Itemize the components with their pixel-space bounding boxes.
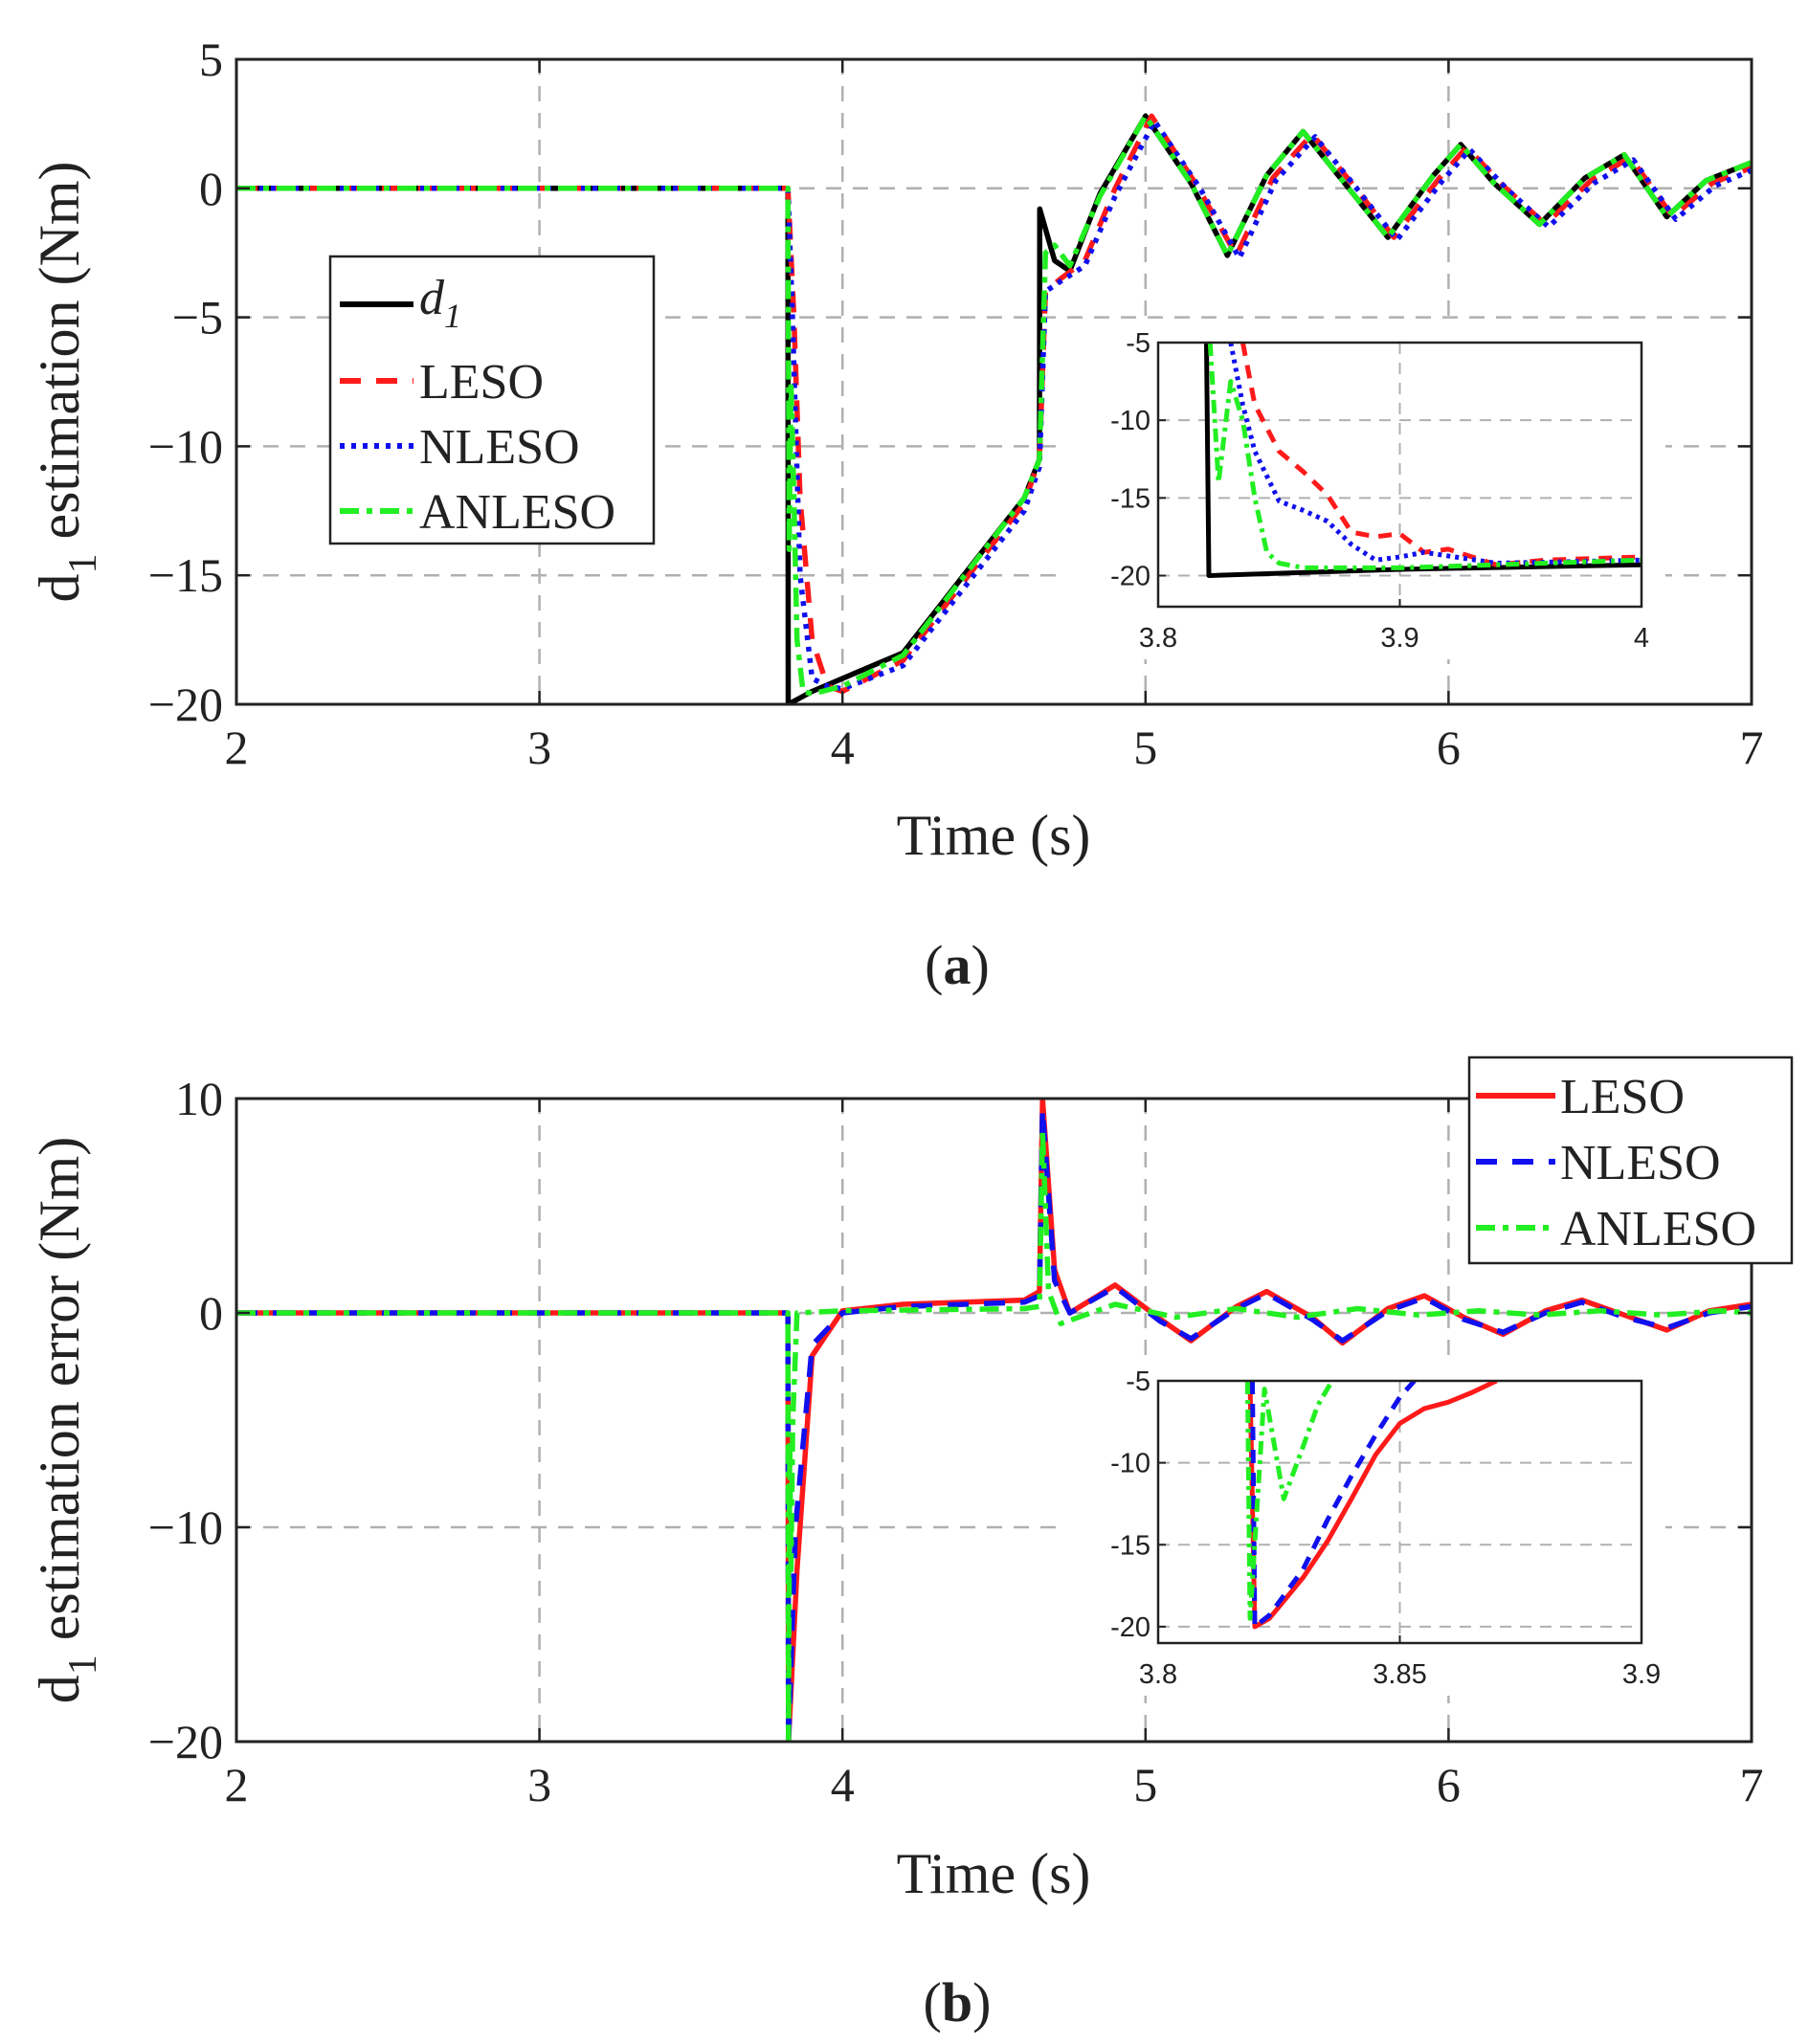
x-tick-label: 6	[1437, 721, 1461, 774]
y-tick-label: −10	[148, 419, 223, 473]
y-tick-label: −5	[172, 291, 223, 344]
panel-b-ylabel: d1 estimation error (Nm)	[28, 1137, 105, 1704]
panel-b-inset: 3.8 3.85 3.9 -5 -10 -15 -20	[1067, 1362, 1665, 1696]
inset-x-tick-label: 3.9	[1622, 1659, 1661, 1690]
legend-b-label-nleso: NLESO	[1560, 1136, 1721, 1190]
legend-a-label-leso: LESO	[419, 355, 544, 410]
legend-b-label-leso: LESO	[1560, 1070, 1685, 1124]
y-tick-label: −15	[148, 548, 223, 602]
panel-a-xlabel: Time (s)	[897, 804, 1091, 867]
inset-series-line-anleso	[1244, 1381, 1334, 1621]
panel-b-axes-box	[234, 1097, 1753, 1744]
panel-a-chart: 2 3 4 5 6 7 5 0 −5 −10 −15 −20 3.8 3.9 4 -5 -10 -15 -20 d…	[28, 33, 1764, 996]
legend-a-label-anleso: ANLESO	[419, 485, 615, 540]
x-tick-label: 3	[527, 721, 551, 774]
y-tick-label: −10	[148, 1500, 223, 1554]
legend-a-label-d1: d1	[419, 271, 461, 335]
inset-x-tick-label: 3.9	[1380, 623, 1418, 654]
inset-axes-box	[1156, 1379, 1643, 1645]
inset-y-tick-label: -10	[1110, 1449, 1150, 1479]
panel-a-caption: (a)	[925, 934, 990, 996]
y-tick-label: −20	[148, 678, 223, 731]
inset-series-line-d1	[1204, 343, 1642, 578]
inset-x-tick-label: 3.85	[1373, 1659, 1426, 1690]
y-tick-label: 10	[175, 1072, 223, 1125]
panel-a-series	[236, 113, 1752, 704]
panel-b-xlabel: Time (s)	[897, 1842, 1091, 1905]
panel-b-caption: (b)	[924, 1971, 992, 2033]
y-tick-label: 5	[199, 33, 223, 86]
legend-a-label-nleso: NLESO	[419, 420, 580, 475]
panel-a-ticks: 2 3 4 5 6 7 5 0 −5 −10 −15 −20	[148, 33, 1764, 774]
x-tick-label: 2	[225, 721, 249, 774]
y-tick-label: −20	[148, 1715, 223, 1768]
y-tick-label: 0	[199, 1286, 223, 1340]
x-tick-label: 5	[1133, 721, 1157, 774]
inset-y-tick-label: -20	[1110, 1612, 1150, 1643]
inset-series-line-nleso	[1228, 343, 1642, 566]
legend-b-label-anleso: ANLESO	[1560, 1202, 1756, 1256]
inset-y-tick-label: -5	[1126, 328, 1150, 359]
panel-a-inset: 3.8 3.9 4 -5 -10 -15 -20	[1067, 323, 1665, 659]
inset-x-tick-label: 3.8	[1139, 1659, 1177, 1690]
panel-b-legend: LESO NLESO ANLESO	[1467, 1055, 1794, 1265]
inset-y-tick-label: -15	[1110, 483, 1150, 514]
series-line-nleso_b	[236, 1106, 1752, 1742]
inset-background	[1067, 323, 1665, 659]
x-tick-label: 6	[1437, 1758, 1461, 1811]
inset-x-tick-label: 4	[1634, 623, 1649, 654]
panel-a-legend: d1 LESO NLESO ANLESO	[328, 255, 656, 545]
inset-series-line-nleso_b	[1250, 1381, 1417, 1630]
x-tick-label: 7	[1740, 721, 1764, 774]
inset-y-tick-label: -15	[1110, 1530, 1150, 1561]
series-line-nleso	[236, 118, 1752, 692]
inset-y-tick-label: -10	[1110, 406, 1150, 436]
x-tick-label: 5	[1133, 1758, 1157, 1811]
x-tick-label: 7	[1740, 1758, 1764, 1811]
y-tick-label: 0	[199, 162, 223, 215]
panel-b-ticks: 2 3 4 5 6 7 10 0 −10 −20	[148, 1072, 1764, 1811]
inset-x-tick-label: 3.8	[1139, 623, 1177, 654]
x-tick-label: 3	[527, 1758, 551, 1811]
x-tick-label: 2	[225, 1758, 249, 1811]
panel-b-series	[236, 1099, 1752, 1742]
panel-a-ylabel: d1 estimation (Nm)	[28, 162, 105, 603]
series-line-anleso	[236, 113, 1752, 697]
x-tick-label: 4	[831, 1758, 855, 1811]
inset-background	[1067, 1362, 1665, 1696]
panel-a-axes-box	[234, 57, 1753, 706]
series-line-anleso	[236, 1127, 1752, 1742]
inset-axes-box	[1156, 341, 1643, 609]
panel-b-chart: 2 3 4 5 6 7 10 0 −10 −20 3.8 3.85 3.9 -5 -10 -15 -20 LE…	[28, 1055, 1794, 2033]
series-line-leso	[236, 113, 1752, 695]
inset-y-tick-label: -20	[1110, 562, 1150, 592]
inset-y-tick-label: -5	[1126, 1366, 1150, 1397]
x-tick-label: 4	[831, 721, 855, 774]
